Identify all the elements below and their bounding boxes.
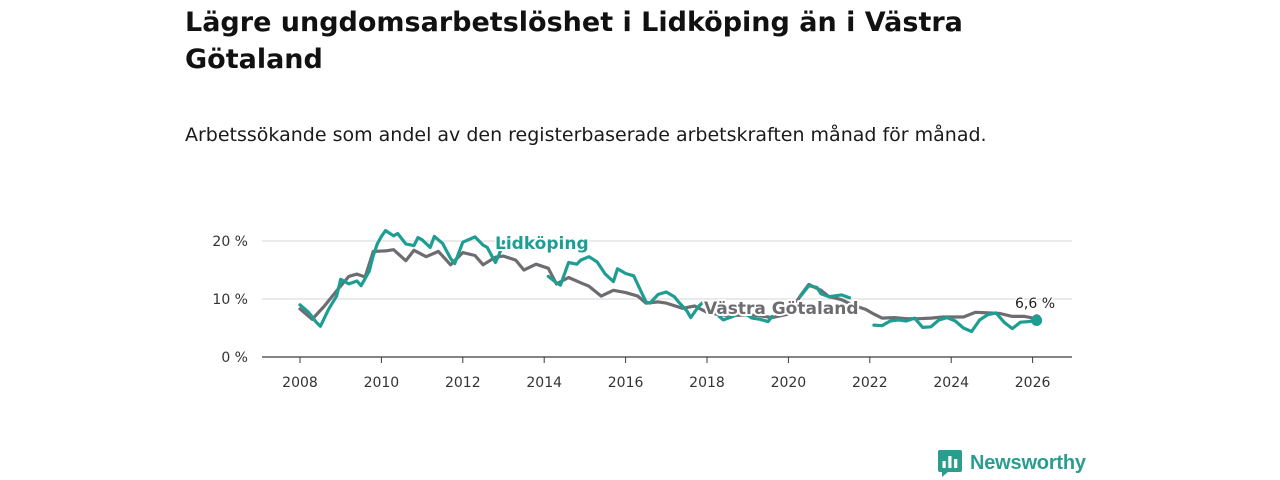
y-axis-ticks: 0 % 10 % 20 % bbox=[212, 234, 248, 366]
newsworthy-bar-chart-icon bbox=[938, 450, 962, 477]
x-tick-label: 2024 bbox=[933, 375, 969, 391]
series-line-lidkoping bbox=[546, 255, 705, 320]
series-label-vastra-gotaland: Västra Götaland bbox=[704, 299, 859, 319]
series-line-lidkoping bbox=[298, 229, 506, 328]
x-tick-label: 2014 bbox=[526, 375, 562, 391]
y-tick-label: 10 % bbox=[212, 292, 248, 308]
newsworthy-brand[interactable]: Newsworthy bbox=[937, 448, 1086, 478]
x-tick-label: 2026 bbox=[1015, 375, 1051, 391]
end-value-label-vastra-gotaland: 6,6 % bbox=[1015, 296, 1055, 312]
x-tick-label: 2018 bbox=[689, 375, 725, 391]
chart-title: Lägre ungdomsarbetslöshet i Lidköping än… bbox=[185, 7, 963, 75]
series-line-lidkoping bbox=[799, 284, 852, 300]
brand-name: Newsworthy bbox=[970, 451, 1086, 474]
x-tick-label: 2012 bbox=[445, 375, 481, 391]
x-tick-label: 2016 bbox=[608, 375, 644, 391]
series-labels: Lidköping Västra Götaland 6,6 % bbox=[493, 232, 1057, 321]
y-tick-label: 20 % bbox=[212, 234, 248, 250]
x-tick-label: 2010 bbox=[364, 375, 400, 391]
series-lines bbox=[298, 229, 1043, 334]
line-chart: 0 % 10 % 20 % 2008 2010 2012 2014 2016 2018 2020… bbox=[212, 229, 1072, 391]
x-tick-label: 2020 bbox=[771, 375, 807, 391]
series-line-lidkoping bbox=[872, 311, 1039, 334]
series-label-lidkoping: Lidköping bbox=[495, 234, 589, 254]
series-line-vastra-gotaland bbox=[298, 248, 1039, 321]
chart-subtitle: Arbetssökande som andel av den registerb… bbox=[185, 124, 987, 146]
x-tick-label: 2022 bbox=[852, 375, 888, 391]
x-axis: 2008 2010 2012 2014 2016 2018 2020 2022 2024 2026 bbox=[282, 357, 1051, 391]
series-line-lidkoping bbox=[717, 311, 774, 324]
x-tick-label: 2008 bbox=[282, 375, 318, 391]
grid-lines bbox=[262, 240, 1072, 358]
y-tick-label: 0 % bbox=[221, 350, 248, 366]
end-point-lidkoping bbox=[1031, 314, 1043, 326]
